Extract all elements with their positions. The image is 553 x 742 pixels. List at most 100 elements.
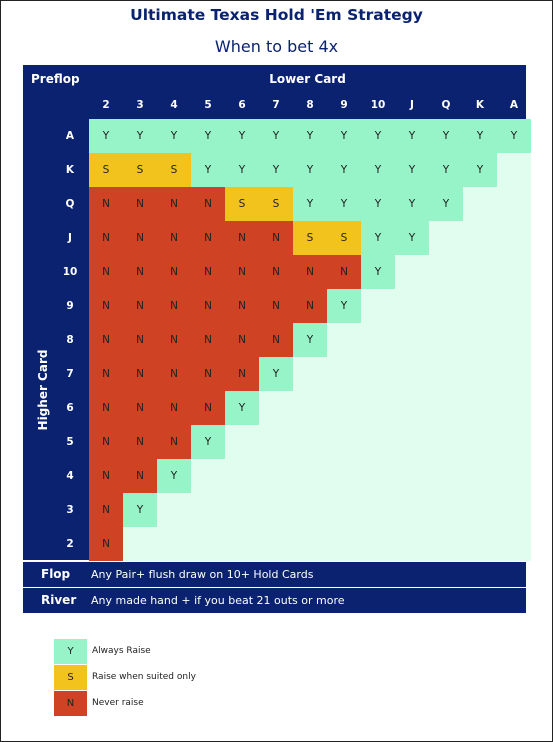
strategy-cell [429, 459, 463, 493]
strategy-cell [191, 493, 225, 527]
row-label: 10 [62, 266, 78, 278]
strategy-cell [361, 323, 395, 357]
strategy-cell [429, 221, 463, 255]
strategy-cell [395, 459, 429, 493]
strategy-cell [497, 493, 531, 527]
river-text: Any made hand + if you beat 21 outs or m… [91, 594, 345, 607]
strategy-cell: N [191, 187, 225, 221]
strategy-cell [395, 527, 429, 561]
strategy-cell [225, 425, 259, 459]
column-label: A [509, 99, 519, 111]
strategy-cell: Y [225, 391, 259, 425]
strategy-cell: N [89, 221, 123, 255]
strategy-cell: N [191, 255, 225, 289]
row-label: 2 [66, 538, 74, 550]
row-label: J [68, 232, 72, 244]
strategy-cell [327, 425, 361, 459]
strategy-cell: Y [191, 425, 225, 459]
strategy-cell: Y [429, 153, 463, 187]
strategy-cell: Y [361, 221, 395, 255]
strategy-cell [293, 459, 327, 493]
flop-text: Any Pair+ flush draw on 10+ Hold Cards [91, 568, 314, 581]
column-label: 2 [102, 99, 110, 111]
row-label: Q [65, 198, 75, 210]
strategy-cell: N [123, 289, 157, 323]
strategy-cell: Y [463, 153, 497, 187]
strategy-cell: Y [293, 119, 327, 153]
strategy-cell: S [157, 153, 191, 187]
strategy-cell: S [123, 153, 157, 187]
strategy-cell [497, 187, 531, 221]
strategy-cell: N [259, 289, 293, 323]
strategy-cell: N [89, 391, 123, 425]
column-label: Q [441, 99, 451, 111]
strategy-cell [429, 289, 463, 323]
river-strategy-bar: River Any made hand + if you beat 21 out… [23, 588, 526, 613]
strategy-cell: Y [191, 119, 225, 153]
row-label: A [65, 130, 75, 142]
row-label: 8 [66, 334, 74, 346]
strategy-cell [327, 357, 361, 391]
strategy-cell: N [327, 255, 361, 289]
strategy-cell [463, 323, 497, 357]
strategy-cell [293, 527, 327, 561]
strategy-cell [293, 425, 327, 459]
strategy-cell: N [259, 221, 293, 255]
strategy-cell [395, 323, 429, 357]
strategy-cell [395, 289, 429, 323]
strategy-cell: N [89, 459, 123, 493]
strategy-cell: Y [225, 119, 259, 153]
strategy-cell: Y [497, 119, 531, 153]
strategy-cell: N [123, 391, 157, 425]
strategy-cell [293, 391, 327, 425]
strategy-cell: Y [361, 153, 395, 187]
strategy-cell [361, 527, 395, 561]
row-label: 9 [66, 300, 74, 312]
strategy-cell: N [157, 187, 191, 221]
strategy-cell [497, 357, 531, 391]
strategy-cell: N [259, 323, 293, 357]
strategy-cell [429, 527, 463, 561]
strategy-cell [463, 255, 497, 289]
strategy-cell [361, 459, 395, 493]
strategy-cell [497, 425, 531, 459]
strategy-cell [395, 357, 429, 391]
strategy-cell: N [157, 255, 191, 289]
strategy-cell: Y [327, 119, 361, 153]
lower-card-label: Lower Card [269, 72, 346, 86]
strategy-cell: S [293, 221, 327, 255]
strategy-cell: N [157, 425, 191, 459]
strategy-cell [395, 255, 429, 289]
strategy-cell: N [225, 221, 259, 255]
strategy-cell [225, 527, 259, 561]
page-subtitle: When to bet 4x [214, 37, 339, 56]
flop-strategy-bar: Flop Any Pair+ flush draw on 10+ Hold Ca… [23, 562, 526, 587]
strategy-cell: N [157, 357, 191, 391]
strategy-cell: N [191, 391, 225, 425]
column-label: K [475, 99, 485, 111]
strategy-cell: N [123, 221, 157, 255]
strategy-cell [429, 323, 463, 357]
legend-swatch-never-raise: N [54, 691, 87, 716]
strategy-cell [361, 357, 395, 391]
column-label: 3 [136, 99, 144, 111]
strategy-cell [157, 527, 191, 561]
strategy-cell: N [225, 289, 259, 323]
strategy-cell [327, 323, 361, 357]
strategy-cell: Y [157, 119, 191, 153]
strategy-cell: N [225, 323, 259, 357]
strategy-cell [463, 187, 497, 221]
strategy-cell: N [293, 289, 327, 323]
strategy-cell: Y [259, 153, 293, 187]
strategy-cell: N [89, 357, 123, 391]
strategy-cell: Y [293, 187, 327, 221]
strategy-cell: N [89, 493, 123, 527]
strategy-cell [259, 527, 293, 561]
strategy-cell: N [225, 255, 259, 289]
strategy-cell [497, 255, 531, 289]
strategy-cell [191, 459, 225, 493]
strategy-cell: N [89, 323, 123, 357]
legend-text-suited-only: Raise when suited only [92, 672, 196, 682]
strategy-cell [429, 425, 463, 459]
legend-swatch-always-raise: Y [54, 639, 87, 664]
